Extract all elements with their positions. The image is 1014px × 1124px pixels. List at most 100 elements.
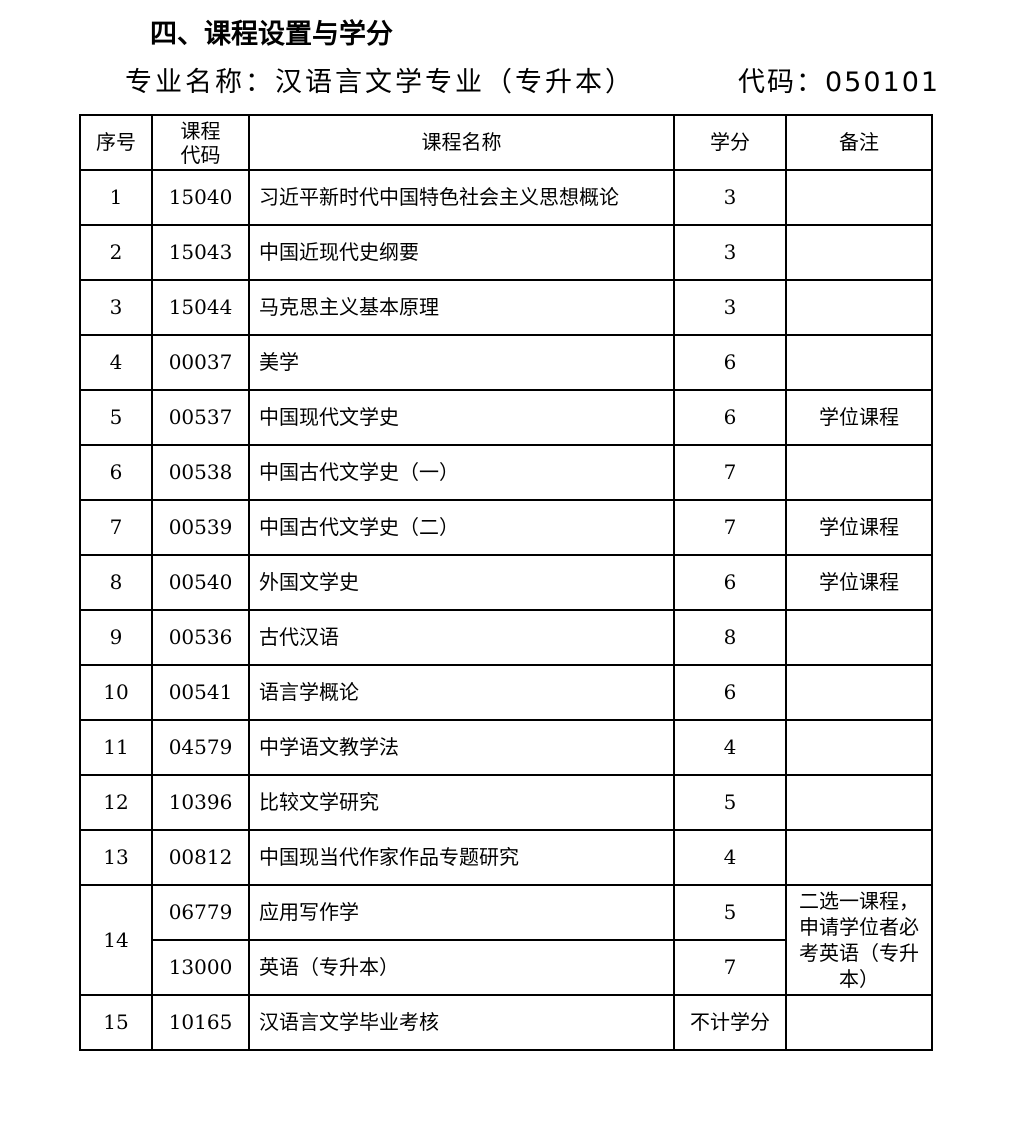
course-note: 学位课程 — [785, 499, 933, 556]
course-note: 二选一课程，申请学位者必考英语（专升本） — [785, 884, 933, 996]
course-code: 10165 — [151, 994, 250, 1051]
table-row: 8 00540 外国文学史 6 学位课程 — [79, 554, 933, 611]
table-row: 11 04579 中学语文教学法 4 — [79, 719, 933, 776]
major-name: 专业名称：汉语言文学专业（专升本） — [125, 67, 635, 98]
table-row: 1 15040 习近平新时代中国特色社会主义思想概论 3 — [79, 169, 933, 226]
row-number: 9 — [79, 609, 153, 666]
row-number: 14 — [79, 884, 153, 996]
course-code: 00812 — [151, 829, 250, 886]
table-row: 7 00539 中国古代文学史（二） 7 学位课程 — [79, 499, 933, 556]
course-table: 序号 课程 代码 课程名称 学分 备注 1 15040 习近平新时代中国特色社会主义… — [79, 114, 933, 1051]
course-code: 00538 — [151, 444, 250, 501]
course-note — [785, 719, 933, 776]
course-note — [785, 664, 933, 721]
course-code: 04579 — [151, 719, 250, 776]
course-name: 中学语文教学法 — [248, 719, 675, 776]
table-row: 10 00541 语言学概论 6 — [79, 664, 933, 721]
course-credit: 7 — [673, 444, 787, 501]
course-note — [785, 774, 933, 831]
course-name: 中国古代文学史（二） — [248, 499, 675, 556]
row-number: 4 — [79, 334, 153, 391]
course-credit: 6 — [673, 334, 787, 391]
course-name: 古代汉语 — [248, 609, 675, 666]
table-header-row: 序号 课程 代码 课程名称 学分 备注 — [79, 114, 933, 171]
course-note — [785, 829, 933, 886]
course-credit: 6 — [673, 664, 787, 721]
course-code: 00541 — [151, 664, 250, 721]
course-credit: 4 — [673, 829, 787, 886]
row-number: 13 — [79, 829, 153, 886]
course-code: 00037 — [151, 334, 250, 391]
table-row: 6 00538 中国古代文学史（一） 7 — [79, 444, 933, 501]
section-title: 四、课程设置与学分 — [150, 19, 393, 50]
course-name: 中国古代文学史（一） — [248, 444, 675, 501]
course-note — [785, 994, 933, 1051]
course-note — [785, 334, 933, 391]
table-row: 13 00812 中国现当代作家作品专题研究 4 — [79, 829, 933, 886]
row-number: 12 — [79, 774, 153, 831]
course-name: 中国现当代作家作品专题研究 — [248, 829, 675, 886]
course-credit: 3 — [673, 224, 787, 281]
course-name: 比较文学研究 — [248, 774, 675, 831]
table-row: 5 00537 中国现代文学史 6 学位课程 — [79, 389, 933, 446]
course-code: 15043 — [151, 224, 250, 281]
course-code: 00536 — [151, 609, 250, 666]
course-credit: 6 — [673, 554, 787, 611]
course-credit: 3 — [673, 279, 787, 336]
table-row: 2 15043 中国近现代史纲要 3 — [79, 224, 933, 281]
course-credit: 不计学分 — [673, 994, 787, 1051]
course-code: 15040 — [151, 169, 250, 226]
course-credit: 5 — [673, 884, 787, 941]
row-number: 1 — [79, 169, 153, 226]
major-code: 代码：050101 — [738, 67, 941, 98]
course-note — [785, 609, 933, 666]
row-number: 3 — [79, 279, 153, 336]
header-name: 课程名称 — [248, 114, 675, 171]
header-no: 序号 — [79, 114, 153, 171]
table-row: 14 06779 应用写作学 5 二选一课程，申请学位者必考英语（专升本） — [79, 884, 933, 996]
course-code: 15044 — [151, 279, 250, 336]
table-row: 13000 英语（专升本） 7 — [80, 939, 932, 996]
course-name: 英语（专升本） — [248, 939, 675, 996]
course-credit: 5 — [673, 774, 787, 831]
course-name: 美学 — [248, 334, 675, 391]
header-credit: 学分 — [673, 114, 787, 171]
course-note — [785, 169, 933, 226]
table-row: 3 15044 马克思主义基本原理 3 — [79, 279, 933, 336]
course-name: 中国现代文学史 — [248, 389, 675, 446]
table-row: 12 10396 比较文学研究 5 — [79, 774, 933, 831]
course-credit: 3 — [673, 169, 787, 226]
course-code: 06779 — [151, 884, 250, 941]
table-row: 15 10165 汉语言文学毕业考核 不计学分 — [79, 994, 933, 1051]
course-code: 00539 — [151, 499, 250, 556]
course-code: 10396 — [151, 774, 250, 831]
header-code-text: 课程 代码 — [180, 118, 221, 167]
course-name: 中国近现代史纲要 — [248, 224, 675, 281]
course-note: 学位课程 — [785, 389, 933, 446]
row-number: 11 — [79, 719, 153, 776]
course-name: 汉语言文学毕业考核 — [248, 994, 675, 1051]
table-row: 4 00037 美学 6 — [79, 334, 933, 391]
course-code: 00540 — [151, 554, 250, 611]
course-note — [785, 279, 933, 336]
course-name: 习近平新时代中国特色社会主义思想概论 — [248, 169, 675, 226]
course-code: 00537 — [151, 389, 250, 446]
course-credit: 6 — [673, 389, 787, 446]
course-note: 学位课程 — [785, 554, 933, 611]
course-code: 13000 — [151, 939, 250, 996]
row-number: 7 — [79, 499, 153, 556]
course-name: 应用写作学 — [248, 884, 675, 941]
row-number: 2 — [79, 224, 153, 281]
row-number: 6 — [79, 444, 153, 501]
header-code: 课程 代码 — [151, 114, 250, 171]
course-credit: 7 — [673, 939, 787, 996]
course-credit: 7 — [673, 499, 787, 556]
course-credit: 4 — [673, 719, 787, 776]
course-note — [785, 224, 933, 281]
course-name: 马克思主义基本原理 — [248, 279, 675, 336]
course-name: 外国文学史 — [248, 554, 675, 611]
course-note — [785, 444, 933, 501]
row-number: 8 — [79, 554, 153, 611]
row-number: 15 — [79, 994, 153, 1051]
row-number: 10 — [79, 664, 153, 721]
